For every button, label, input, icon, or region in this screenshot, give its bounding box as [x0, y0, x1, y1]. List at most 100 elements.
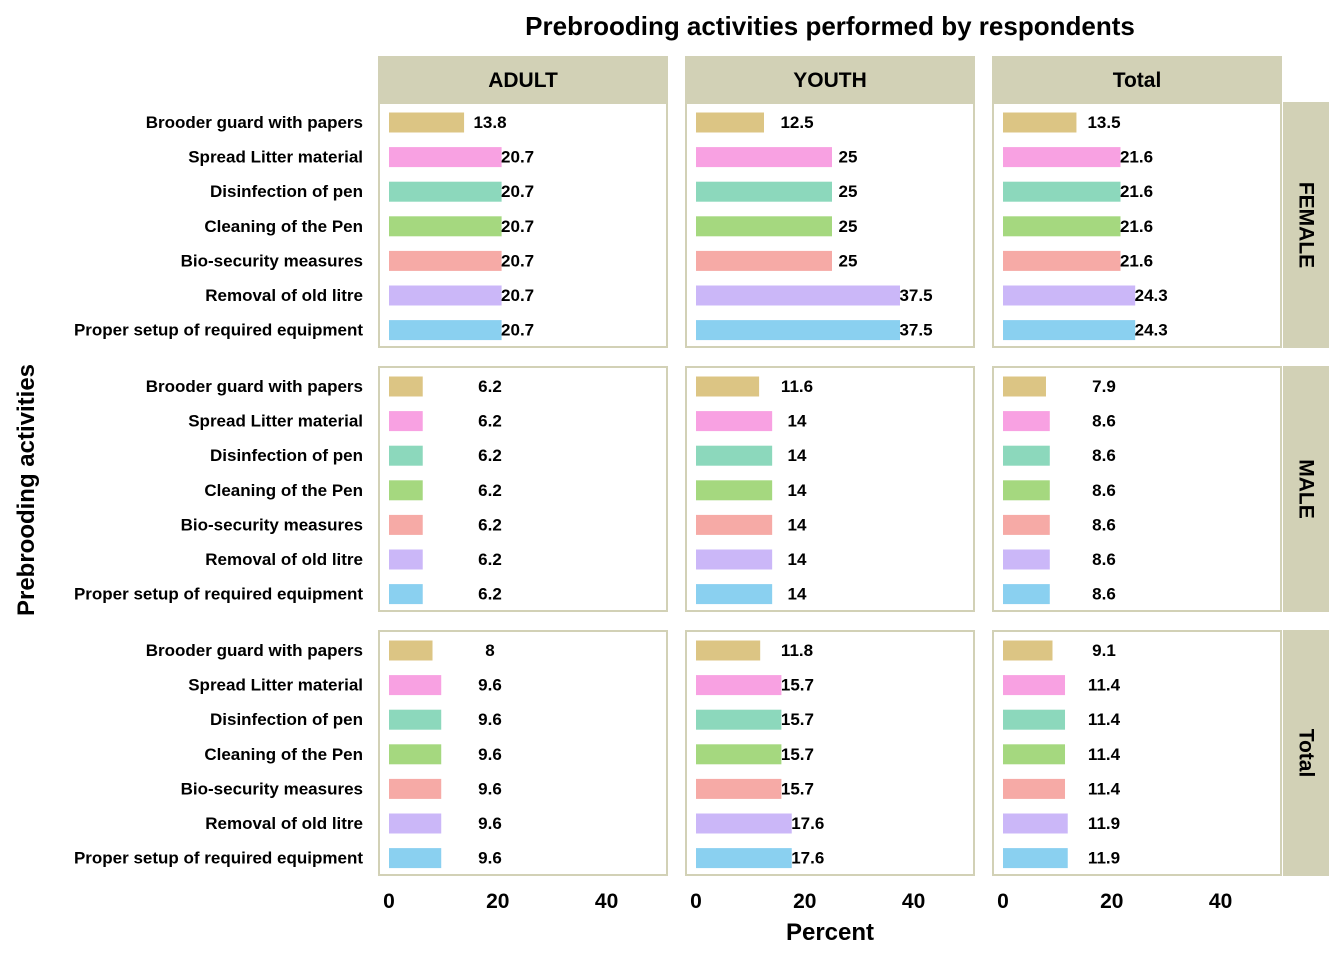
bar-spread-litter-material	[696, 411, 773, 432]
value-label: 15.7	[781, 710, 814, 729]
bar-bio-security-measures	[389, 250, 502, 271]
value-label: 20.7	[501, 286, 534, 305]
x-tick-label: 0	[383, 890, 395, 913]
bar-spread-litter-material	[389, 147, 502, 168]
bar-cleaning-of-the-pen	[389, 480, 423, 501]
bar-brooder-guard-with-papers	[696, 376, 760, 397]
value-label: 14	[788, 481, 807, 500]
category-label-proper-setup-of-required-equipment: Proper setup of required equipment	[74, 849, 363, 868]
value-label: 9.6	[478, 745, 502, 764]
panel-male-adult-10: 6.2 6.2 6.2 6.2 6.2 6.2 6.2	[378, 366, 668, 612]
bar-spread-litter-material	[696, 675, 782, 696]
bar-proper-setup-of-required-equipment	[389, 320, 502, 341]
value-label: 13.5	[1087, 113, 1120, 132]
value-label: 14	[788, 550, 807, 569]
value-label: 9.6	[478, 849, 502, 868]
value-label: 21.6	[1120, 217, 1153, 236]
x-tick-label: 40	[902, 890, 925, 913]
value-label: 6.2	[478, 481, 502, 500]
category-label-removal-of-old-litre: Removal of old litre	[205, 550, 363, 569]
row-strip-female-0	[1283, 102, 1329, 348]
column-strip-label-youth-1: YOUTH	[793, 69, 867, 92]
bar-removal-of-old-litre	[1003, 549, 1050, 570]
value-label: 12.5	[780, 113, 813, 132]
value-label: 20.7	[501, 251, 534, 270]
bar-proper-setup-of-required-equipment	[696, 584, 773, 605]
bar-bio-security-measures	[696, 250, 832, 271]
column-strip-youth-1	[685, 56, 975, 102]
category-label-cleaning-of-the-pen: Cleaning of the Pen	[204, 217, 363, 236]
bar-proper-setup-of-required-equipment	[1003, 584, 1050, 605]
category-label-spread-litter-material: Spread Litter material	[188, 676, 363, 695]
category-label-bio-security-measures: Bio-security measures	[181, 779, 363, 798]
row-strip-label-total-2: Total	[1295, 729, 1318, 778]
value-label: 25	[839, 182, 858, 201]
value-label: 9.6	[478, 814, 502, 833]
value-label: 15.7	[781, 745, 814, 764]
category-label-spread-litter-material: Spread Litter material	[188, 148, 363, 167]
value-label: 8.6	[1092, 550, 1116, 569]
facet-grid: ADULT YOUTH Total FEMALE MALE Total 13.8 20.7 20…	[74, 56, 1329, 913]
bar-removal-of-old-litre	[389, 285, 502, 306]
bar-spread-litter-material	[696, 147, 832, 168]
bar-proper-setup-of-required-equipment	[389, 848, 442, 869]
category-label-proper-setup-of-required-equipment: Proper setup of required equipment	[74, 321, 363, 340]
value-label: 20.7	[501, 182, 534, 201]
panel-female-total-02: 13.521.621.621.621.624.324.3	[992, 102, 1282, 348]
value-label: 8.6	[1092, 446, 1116, 465]
value-label: 8	[485, 641, 494, 660]
bar-brooder-guard-with-papers	[389, 640, 433, 661]
category-label-brooder-guard-with-papers: Brooder guard with papers	[146, 377, 363, 396]
bar-bio-security-measures	[389, 778, 442, 799]
value-label: 9.6	[478, 676, 502, 695]
bar-cleaning-of-the-pen	[1003, 744, 1066, 765]
panel-border	[685, 366, 975, 612]
x-tick-label: 20	[793, 890, 816, 913]
bar-disinfection-of-pen	[389, 445, 423, 466]
panel-border	[378, 366, 668, 612]
panel-female-adult-00: 13.8 20.7 20.7 20.7 20.7 20.7 20.7	[378, 102, 668, 348]
value-label: 21.6	[1120, 251, 1153, 270]
bar-removal-of-old-litre	[1003, 285, 1136, 306]
bar-brooder-guard-with-papers	[389, 112, 465, 133]
value-label: 17.6	[791, 814, 824, 833]
bar-spread-litter-material	[389, 675, 442, 696]
category-label-brooder-guard-with-papers: Brooder guard with papers	[146, 113, 363, 132]
panel-total-adult-20: 8 9.6 9.6 9.6 9.6 9.6 9.6	[378, 630, 668, 876]
x-tick-label: 20	[486, 890, 509, 913]
value-label: 11.9	[1088, 849, 1120, 868]
value-label: 14	[788, 412, 807, 431]
value-label: 8.6	[1092, 481, 1116, 500]
column-strip-label-adult-0: ADULT	[488, 69, 558, 92]
x-tick-label: 20	[1100, 890, 1123, 913]
category-label-brooder-guard-with-papers: Brooder guard with papers	[146, 641, 363, 660]
chart-title: Prebrooding activities performed by resp…	[525, 11, 1135, 41]
category-label-cleaning-of-the-pen: Cleaning of the Pen	[204, 481, 363, 500]
bar-removal-of-old-litre	[696, 285, 900, 306]
row-strip-male-1	[1283, 366, 1329, 612]
value-label: 9.6	[478, 779, 502, 798]
bar-removal-of-old-litre	[696, 813, 792, 834]
x-axis-title: Percent	[786, 919, 874, 946]
panel-total-youth-21: 11.8 15.7 15.7 15.7 15.7 17.6 17.6	[685, 630, 975, 876]
bar-cleaning-of-the-pen	[696, 744, 782, 765]
value-label: 25	[839, 251, 858, 270]
value-label: 7.9	[1092, 377, 1116, 396]
bar-removal-of-old-litre	[696, 549, 773, 570]
value-label: 9.1	[1092, 641, 1116, 660]
bar-disinfection-of-pen	[389, 709, 442, 730]
category-label-spread-litter-material: Spread Litter material	[188, 412, 363, 431]
bar-bio-security-measures	[1003, 778, 1066, 799]
column-strip-adult-0	[378, 56, 668, 102]
bar-cleaning-of-the-pen	[389, 744, 442, 765]
bar-spread-litter-material	[1003, 147, 1121, 168]
column-strip-total-2	[992, 56, 1282, 102]
bar-spread-litter-material	[389, 411, 423, 432]
panel-female-youth-01: 12.5 25 25 25 25 37.5 37.5	[685, 102, 975, 348]
panel-border	[378, 102, 668, 348]
bar-spread-litter-material	[1003, 675, 1066, 696]
value-label: 11.4	[1088, 779, 1121, 798]
value-label: 11.8	[781, 641, 813, 660]
bar-brooder-guard-with-papers	[1003, 640, 1053, 661]
